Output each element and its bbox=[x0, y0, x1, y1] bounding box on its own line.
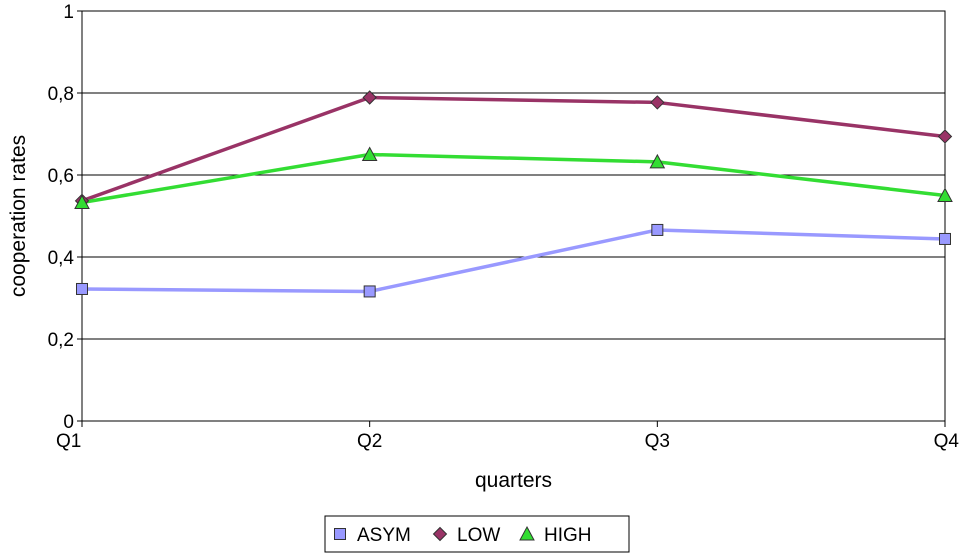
data-point-asym bbox=[363, 285, 376, 298]
data-point-asym bbox=[939, 232, 951, 245]
legend-marker-asym bbox=[334, 528, 346, 540]
data-point-low bbox=[937, 129, 953, 144]
y-tick-label: 0,4 bbox=[48, 248, 75, 269]
x-tick-label: Q1 bbox=[56, 431, 81, 452]
markers-asym bbox=[76, 223, 951, 298]
x-axis-title: quarters bbox=[475, 469, 552, 492]
data-point-high bbox=[361, 146, 378, 161]
data-point-high bbox=[74, 194, 90, 209]
legend-marker-low bbox=[432, 526, 448, 542]
data-point-asym bbox=[76, 282, 88, 295]
plot-area-frame bbox=[81, 10, 946, 422]
tick-labels: 0 0,2 0,4 0,6 0,8 1 Q1 Q2 Q3 Q4 bbox=[48, 2, 960, 452]
data-point-high bbox=[937, 187, 953, 202]
data-point-low bbox=[362, 90, 377, 105]
legend: ASYM LOW HIGH bbox=[324, 515, 630, 553]
x-tick-label: Q4 bbox=[934, 431, 960, 452]
y-tick-label: 0 bbox=[63, 412, 74, 433]
legend-label-asym: ASYM bbox=[357, 525, 411, 546]
series-line-low bbox=[81, 95, 946, 203]
y-tick-label: 1 bbox=[63, 2, 74, 23]
legend-label-low: LOW bbox=[457, 525, 500, 546]
markers-low bbox=[74, 90, 953, 209]
y-axis-title: cooperation rates bbox=[7, 135, 30, 297]
series-line-high bbox=[81, 152, 946, 205]
series-low bbox=[81, 95, 946, 203]
series-lines bbox=[74, 90, 953, 298]
series-line-asym bbox=[81, 228, 946, 294]
grid-lines bbox=[82, 92, 945, 340]
series-asym bbox=[81, 228, 946, 294]
x-tick-label: Q2 bbox=[357, 431, 382, 452]
y-tick-label: 0,8 bbox=[48, 84, 74, 105]
data-point-asym bbox=[651, 223, 664, 236]
x-tick-label: Q3 bbox=[645, 431, 670, 452]
series-high bbox=[81, 152, 946, 205]
legend-marker-high bbox=[519, 525, 535, 541]
legend-label-high: HIGH bbox=[544, 525, 592, 546]
axes bbox=[77, 10, 946, 427]
data-point-high bbox=[649, 153, 666, 169]
y-tick-label: 0,2 bbox=[48, 330, 74, 351]
data-point-low bbox=[650, 95, 665, 110]
markers-high bbox=[74, 146, 953, 209]
legend-box bbox=[324, 515, 630, 553]
y-tick-label: 0,6 bbox=[48, 166, 74, 187]
